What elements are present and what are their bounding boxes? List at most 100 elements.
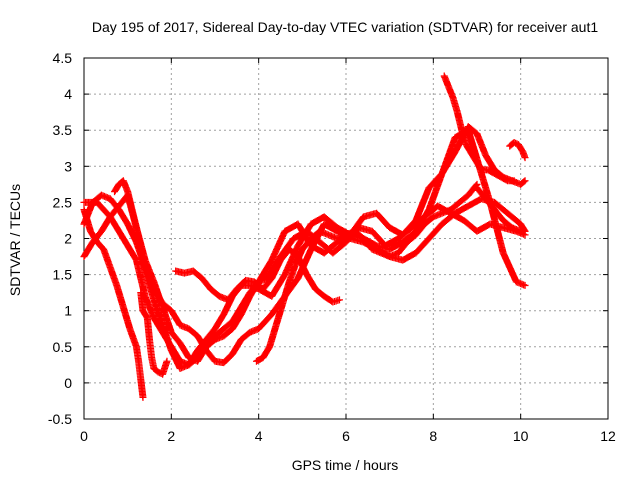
data-point-run	[238, 290, 253, 310]
data-point-run	[352, 228, 366, 242]
data-point-run	[426, 221, 445, 241]
data-point-run	[474, 131, 489, 158]
data-point-run	[331, 296, 342, 305]
data-point-run	[452, 203, 471, 217]
grid-layer	[84, 58, 608, 419]
data-point-run	[461, 217, 480, 234]
data-point-run	[303, 272, 319, 292]
y-tick-label: 3.5	[53, 122, 73, 138]
data-point-run	[113, 283, 127, 310]
data-point-run	[260, 275, 275, 292]
data-point-run	[168, 330, 183, 346]
x-tick-label: 10	[513, 428, 529, 444]
data-point-run	[476, 163, 486, 173]
data-point-run	[498, 174, 510, 184]
data-point-run	[485, 167, 497, 177]
data-point-run	[292, 247, 306, 266]
data-point-run	[426, 171, 445, 191]
data-point-run	[94, 239, 107, 252]
data-point-run	[273, 301, 286, 328]
data-point-run	[124, 189, 140, 230]
data-point-run	[515, 142, 526, 155]
data-point-run	[360, 236, 375, 252]
data-point-run	[203, 333, 218, 350]
series-trace-6	[137, 289, 171, 378]
data-point-run	[229, 304, 244, 324]
data-point-run	[505, 210, 524, 227]
y-tick-label: -0.5	[48, 411, 72, 427]
data-point-run	[519, 149, 528, 160]
data-point-run	[234, 277, 248, 292]
data-point-run	[199, 275, 214, 292]
data-point-run	[321, 214, 340, 231]
data-point-run	[150, 279, 166, 310]
y-tick-label: 0.5	[53, 339, 73, 355]
data-point-run	[413, 221, 428, 238]
data-point	[521, 154, 529, 162]
data-point-run	[194, 344, 210, 364]
data-point-run	[500, 250, 520, 285]
data-point-run	[221, 318, 235, 332]
data-point-run	[135, 359, 145, 382]
series-trace-8	[252, 180, 481, 365]
data-point-run	[472, 156, 482, 169]
data-point-run	[116, 207, 131, 227]
data-point-run	[492, 199, 510, 216]
data-point-run	[238, 329, 253, 343]
data-point-run	[212, 312, 227, 332]
data-point-run	[321, 239, 340, 256]
data-point-run	[500, 217, 515, 231]
data-point-run	[151, 365, 161, 375]
data-point-run	[463, 142, 474, 155]
y-tick-label: 4.5	[53, 50, 73, 66]
data-point-run	[491, 207, 506, 223]
data-point-run	[518, 178, 528, 187]
data-point-run	[140, 308, 148, 317]
data-point-run	[133, 225, 149, 274]
data-point-run	[439, 210, 458, 227]
data-point-run	[94, 200, 113, 220]
data-point-run	[286, 261, 299, 284]
data-point	[521, 177, 529, 185]
x-tick-label: 2	[167, 428, 175, 444]
data-point-run	[111, 182, 122, 194]
data-point-run	[512, 139, 521, 148]
data-point-run	[100, 247, 114, 270]
data-point-run	[80, 207, 94, 234]
data-point-run	[221, 326, 235, 339]
data-point-run	[492, 170, 504, 180]
data-point-run	[395, 239, 410, 256]
data-point-run	[268, 272, 288, 299]
series-trace-7	[172, 245, 343, 306]
x-axis-label: GPS time / hours	[292, 457, 399, 473]
x-tick-label: 0	[80, 428, 88, 444]
data-point-run	[146, 337, 156, 360]
data-point-run	[225, 286, 240, 303]
y-axis-label: SDTVAR / TECUs	[7, 184, 23, 296]
data-point-run	[279, 279, 293, 306]
data-point-run	[221, 351, 235, 366]
data-point-run	[120, 304, 133, 331]
y-tick-label: 4	[64, 86, 72, 102]
data-point-run	[255, 257, 275, 285]
data-point-run	[212, 326, 227, 339]
x-tick-label: 4	[255, 428, 263, 444]
data-point-run	[203, 348, 218, 364]
data-point-run	[369, 228, 388, 249]
data-point-run	[383, 235, 401, 249]
data-point-run	[266, 322, 280, 349]
data-point-run	[186, 348, 201, 368]
data-point-run	[150, 297, 166, 328]
y-tick-label: 1	[64, 303, 72, 319]
data-point	[163, 357, 171, 365]
x-tick-label: 6	[342, 428, 350, 444]
data-point-run	[142, 268, 157, 302]
y-tick-label: 2.5	[53, 194, 73, 210]
data-point	[510, 177, 518, 185]
data-point-run	[133, 344, 142, 364]
data-point-run	[467, 149, 478, 162]
data-point-run	[404, 232, 419, 245]
data-point-run	[412, 185, 432, 223]
data-point-run	[439, 149, 458, 176]
